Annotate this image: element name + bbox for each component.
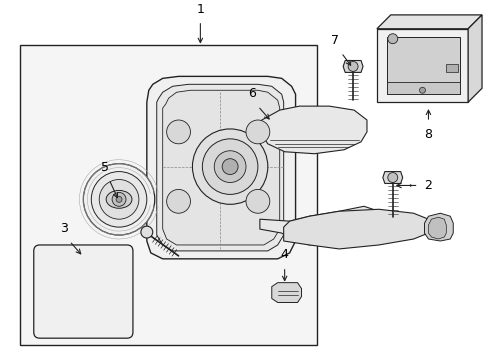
Polygon shape: [147, 76, 295, 259]
Text: 8: 8: [424, 128, 433, 141]
Polygon shape: [387, 37, 460, 94]
Circle shape: [246, 120, 270, 144]
Polygon shape: [446, 64, 458, 72]
Text: 3: 3: [60, 222, 68, 235]
Circle shape: [419, 87, 425, 93]
Circle shape: [222, 159, 238, 175]
Circle shape: [116, 196, 122, 202]
Circle shape: [91, 172, 147, 227]
Text: 4: 4: [281, 248, 289, 261]
Circle shape: [193, 129, 268, 204]
Circle shape: [141, 226, 153, 238]
Text: 6: 6: [248, 87, 256, 100]
Circle shape: [83, 164, 155, 235]
Polygon shape: [428, 217, 446, 239]
Circle shape: [246, 189, 270, 213]
Polygon shape: [260, 206, 384, 245]
Polygon shape: [157, 84, 284, 251]
Circle shape: [167, 120, 191, 144]
Polygon shape: [424, 213, 453, 241]
Text: ←: ←: [409, 181, 416, 190]
Text: 2: 2: [424, 179, 432, 192]
Polygon shape: [377, 15, 482, 29]
Polygon shape: [468, 15, 482, 102]
Text: 5: 5: [101, 161, 109, 174]
Polygon shape: [343, 60, 363, 72]
Polygon shape: [20, 45, 318, 345]
Polygon shape: [272, 283, 301, 302]
Circle shape: [99, 180, 139, 219]
Circle shape: [202, 139, 258, 194]
Polygon shape: [387, 82, 460, 94]
Polygon shape: [383, 172, 403, 184]
Circle shape: [348, 62, 358, 71]
Circle shape: [167, 189, 191, 213]
Circle shape: [388, 34, 398, 44]
Polygon shape: [260, 106, 367, 154]
FancyBboxPatch shape: [34, 245, 133, 338]
Circle shape: [214, 151, 246, 183]
Circle shape: [388, 172, 398, 183]
Polygon shape: [163, 90, 280, 245]
Polygon shape: [284, 209, 434, 249]
Circle shape: [112, 192, 126, 206]
Ellipse shape: [106, 190, 132, 208]
Text: 1: 1: [196, 3, 204, 16]
Polygon shape: [377, 29, 468, 102]
Text: 7: 7: [331, 33, 339, 47]
